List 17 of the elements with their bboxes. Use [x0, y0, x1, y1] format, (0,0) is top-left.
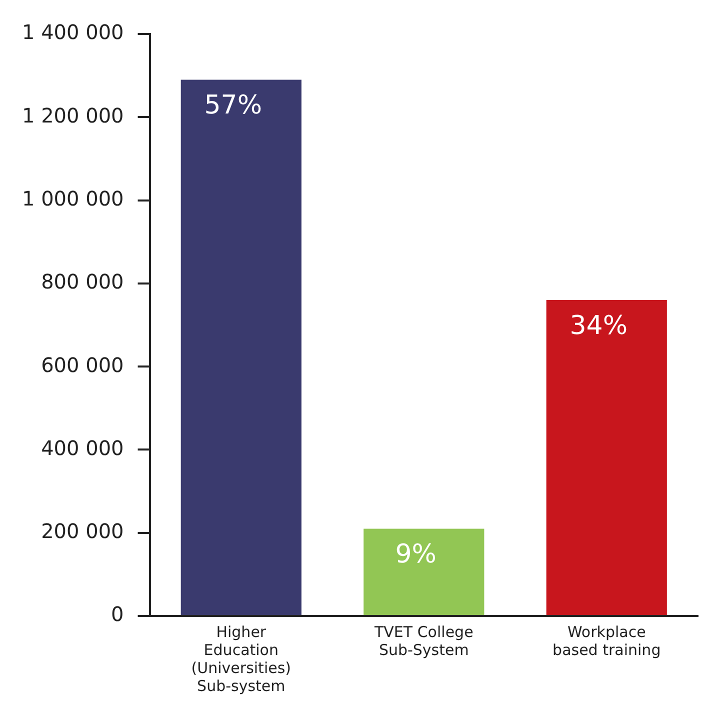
y-tick-label: 1 200 000 [22, 103, 124, 128]
x-tick-label: Higher Education (Universities) Sub-system [191, 622, 292, 695]
bar [546, 300, 667, 615]
y-tick-label: 200 000 [41, 519, 124, 544]
y-tick-label: 400 000 [41, 436, 124, 460]
annotation: 9% [395, 539, 437, 570]
y-tick-label: 600 000 [41, 352, 124, 377]
annotation: 34% [570, 310, 628, 341]
bar [180, 80, 302, 615]
y-tick-label: 0 [111, 602, 124, 626]
x-tick-label: Workplace based training [552, 622, 661, 659]
annotation: 57% [204, 90, 262, 120]
y-tick-label: 1 400 000 [22, 20, 124, 44]
y-tick-label: 1 000 000 [22, 186, 124, 210]
y-tick-label: 800 000 [41, 270, 124, 294]
bar [364, 528, 484, 615]
x-tick-label: TVET College Sub-System [373, 622, 474, 659]
